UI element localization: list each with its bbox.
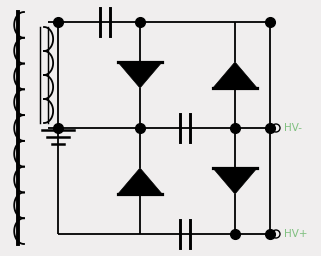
Polygon shape <box>213 168 257 194</box>
Text: HV+: HV+ <box>284 229 308 239</box>
Text: HV-: HV- <box>284 123 302 133</box>
Polygon shape <box>213 62 257 88</box>
Polygon shape <box>118 62 162 88</box>
Polygon shape <box>118 168 162 194</box>
